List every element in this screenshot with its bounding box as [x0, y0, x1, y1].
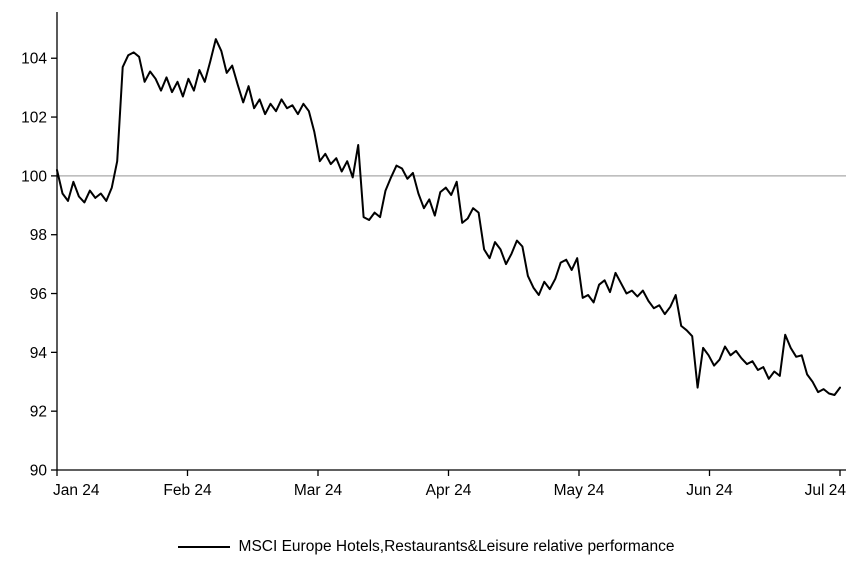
y-tick-label: 104 [21, 51, 47, 68]
y-tick-label: 92 [30, 404, 47, 421]
x-tick-label: Jun 24 [686, 482, 733, 499]
x-tick-label: Feb 24 [163, 482, 212, 499]
legend-line-swatch [177, 545, 230, 549]
y-tick-label: 94 [30, 345, 48, 362]
y-tick-label: 102 [21, 109, 47, 126]
y-tick-label: 90 [30, 462, 48, 479]
x-tick-label: Mar 24 [294, 482, 343, 499]
y-tick-label: 96 [30, 286, 47, 303]
x-tick-label: Jan 24 [53, 482, 100, 499]
x-tick-label: May 24 [554, 482, 605, 499]
y-tick-label: 100 [21, 168, 47, 185]
line-chart: 90 92 94 96 98 100 102 104 Jan 24 Feb 24 Mar 24 Apr… [21, 12, 847, 499]
chart-legend: MSCI Europe Hotels,Restaurants&Leisure r… [0, 538, 852, 556]
x-tick-label: Apr 24 [426, 482, 472, 499]
y-tick-label: 98 [30, 227, 47, 244]
legend-label: MSCI Europe Hotels,Restaurants&Leisure r… [238, 538, 675, 555]
series-line [56, 38, 841, 396]
x-tick-label: Jul 24 [805, 482, 847, 499]
